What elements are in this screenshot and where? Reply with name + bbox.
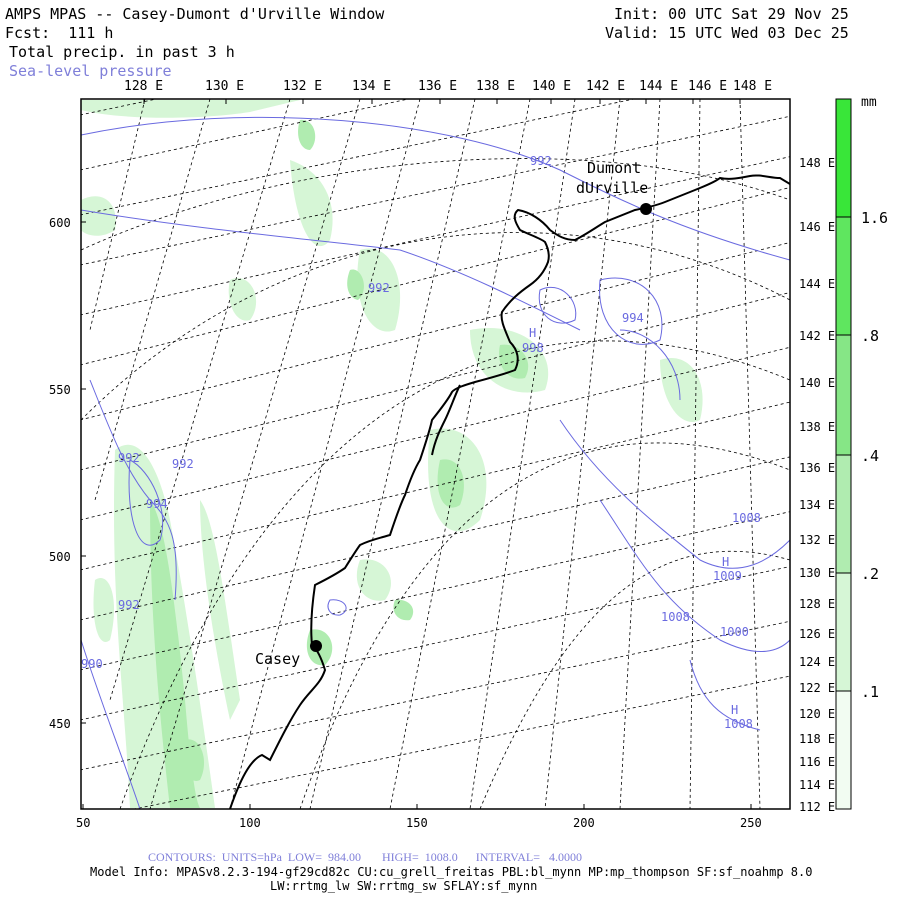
colorbar-label: 1.6 bbox=[861, 209, 888, 227]
dumont-durville-marker bbox=[640, 203, 652, 215]
contour-label: 1009 bbox=[713, 569, 742, 583]
contour-label: 990 bbox=[81, 657, 103, 671]
colorbar-unit: mm bbox=[861, 95, 877, 110]
contour-label: 992 bbox=[118, 598, 140, 612]
top-axis-label: 148 E bbox=[733, 79, 772, 94]
right-axis-label: 146 E bbox=[799, 220, 835, 234]
right-axis-label: 142 E bbox=[799, 329, 835, 343]
contour-label: 1008 bbox=[732, 511, 761, 525]
contour-label: 994 bbox=[622, 311, 644, 325]
left-axis-label: 450 bbox=[49, 717, 71, 731]
left-axis: 600 550 500 450 bbox=[49, 216, 86, 731]
left-axis-label: 550 bbox=[49, 383, 71, 397]
high-label: H bbox=[722, 555, 729, 569]
contour-label-group: 992 992 994 998 992 992 994 992 990 1008… bbox=[81, 154, 761, 731]
colorbar-swatch bbox=[836, 99, 851, 217]
right-axis-label: 126 E bbox=[799, 627, 835, 641]
contour-label: 992 bbox=[172, 457, 194, 471]
top-axis-label: 142 E bbox=[586, 79, 625, 94]
top-axis-label: 130 E bbox=[205, 79, 244, 94]
map-frame bbox=[80, 98, 791, 810]
bottom-axis-label: 100 bbox=[239, 816, 261, 830]
colorbar: mm 1.6 .8 .4 .2 .1 bbox=[835, 95, 888, 810]
map-title: AMPS MPAS -- Casey-Dumont d'Urville Wind… bbox=[5, 5, 385, 23]
contour-label: 992 bbox=[118, 451, 140, 465]
colorbar-swatch bbox=[836, 217, 851, 335]
right-axis-label: 112 E bbox=[799, 800, 835, 814]
pressure-contours bbox=[81, 116, 790, 809]
colorbar-swatch bbox=[836, 335, 851, 455]
overlay-name: Sea-level pressure bbox=[9, 62, 172, 80]
top-axis: 128 E 130 E 132 E 134 E 136 E 138 E 140 … bbox=[124, 79, 772, 104]
right-axis-label: 128 E bbox=[799, 597, 835, 611]
contour-label: 998 bbox=[522, 341, 544, 355]
map-panel: Dumont dUrville Casey 992 992 994 998 99… bbox=[81, 99, 790, 809]
casey-marker bbox=[310, 640, 322, 652]
top-axis-label: 132 E bbox=[283, 79, 322, 94]
contour-label: 1008 bbox=[661, 610, 690, 624]
top-axis-label: 128 E bbox=[124, 79, 163, 94]
station-label-dumont: Dumont bbox=[587, 159, 641, 177]
model-info-2: LW:rrtmg_lw SW:rrtmg_sw SFLAY:sf_mynn bbox=[270, 879, 538, 893]
colorbar-label: .4 bbox=[861, 447, 879, 465]
colorbar-label: .1 bbox=[861, 683, 879, 701]
station-label-durville: dUrville bbox=[576, 179, 648, 197]
top-axis-label: 138 E bbox=[476, 79, 515, 94]
high-label: H bbox=[731, 703, 738, 717]
right-axis-label: 122 E bbox=[799, 681, 835, 695]
right-axis-label: 148 E bbox=[799, 156, 835, 170]
contour-label: 992 bbox=[368, 281, 390, 295]
right-axis-label: 120 E bbox=[799, 707, 835, 721]
right-axis: 148 E 146 E 144 E 142 E 140 E 138 E 136 … bbox=[799, 156, 835, 814]
right-axis-label: 138 E bbox=[799, 420, 835, 434]
top-axis-label: 136 E bbox=[418, 79, 457, 94]
colorbar-swatch bbox=[836, 573, 851, 691]
model-info: Model Info: MPASv8.2.3-194-gf29cd82c CU:… bbox=[90, 865, 813, 879]
colorbar-label: .2 bbox=[861, 565, 879, 583]
lon-lines bbox=[81, 99, 790, 809]
right-axis-label: 136 E bbox=[799, 461, 835, 475]
right-axis-label: 140 E bbox=[799, 376, 835, 390]
right-axis-label: 134 E bbox=[799, 498, 835, 512]
high-label: H bbox=[529, 326, 536, 340]
left-axis-label: 500 bbox=[49, 550, 71, 564]
bottom-axis: 50 100 150 200 250 bbox=[76, 804, 762, 830]
right-axis-label: 130 E bbox=[799, 566, 835, 580]
forecast-hour: Fcst: 111 h bbox=[5, 24, 114, 42]
bottom-axis-label: 250 bbox=[740, 816, 762, 830]
right-axis-label: 132 E bbox=[799, 533, 835, 547]
coastline bbox=[229, 174, 790, 809]
station-label-casey: Casey bbox=[255, 650, 300, 668]
valid-time: Valid: 15 UTC Wed 03 Dec 25 bbox=[605, 24, 849, 42]
right-axis-label: 118 E bbox=[799, 732, 835, 746]
contour-label: 1008 bbox=[724, 717, 753, 731]
contour-info: CONTOURS: UNITS=hPa LOW= 984.00 HIGH= 10… bbox=[148, 850, 582, 864]
right-axis-label: 144 E bbox=[799, 277, 835, 291]
field-name: Total precip. in past 3 h bbox=[9, 43, 235, 61]
colorbar-label: .8 bbox=[861, 327, 879, 345]
contour-label: 994 bbox=[146, 497, 168, 511]
right-axis-label: 116 E bbox=[799, 755, 835, 769]
contour-label: 1000 bbox=[720, 625, 749, 639]
right-axis-label: 124 E bbox=[799, 655, 835, 669]
left-axis-label: 600 bbox=[49, 216, 71, 230]
init-time: Init: 00 UTC Sat 29 Nov 25 bbox=[614, 5, 849, 23]
contour-label: 992 bbox=[530, 154, 552, 168]
colorbar-swatch bbox=[836, 455, 851, 573]
lat-arcs bbox=[81, 158, 790, 809]
bottom-axis-label: 200 bbox=[573, 816, 595, 830]
top-axis-label: 140 E bbox=[532, 79, 571, 94]
bottom-axis-label: 50 bbox=[76, 816, 90, 830]
top-axis-label: 144 E bbox=[639, 79, 678, 94]
top-axis-label: 146 E bbox=[688, 79, 727, 94]
precip-shading-heavy bbox=[150, 119, 529, 808]
right-axis-label: 114 E bbox=[799, 778, 835, 792]
top-axis-label: 134 E bbox=[352, 79, 391, 94]
bottom-axis-label: 150 bbox=[406, 816, 428, 830]
colorbar-swatch bbox=[836, 691, 851, 809]
